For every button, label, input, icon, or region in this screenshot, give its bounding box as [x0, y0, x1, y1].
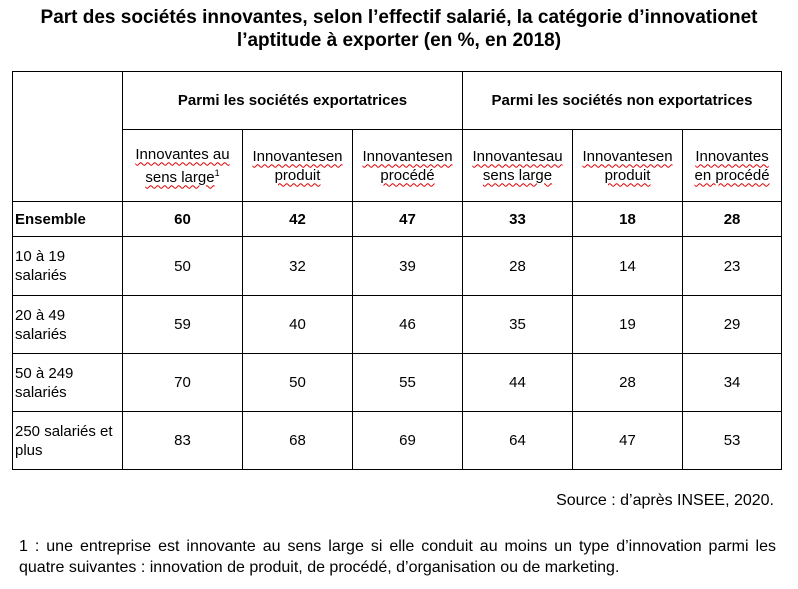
title-line-1: Part des sociétés innovantes, selon l’ef… — [40, 7, 758, 28]
table-cell: 69 — [351, 411, 464, 470]
table-cell: 18 — [572, 201, 684, 237]
table-cell: 33 — [462, 201, 574, 237]
table-row: 20 à 49 salariés 59 40 46 35 19 29 — [12, 295, 783, 354]
column-header-line1: Innovantesen — [362, 147, 453, 165]
table-cell: 14 — [572, 236, 684, 296]
table-cell: 40 — [242, 295, 353, 354]
column-header: Innovantesen procédé — [351, 129, 464, 202]
table-cell: 34 — [682, 353, 783, 412]
table-row: 10 à 19 salariés 50 32 39 28 14 23 — [12, 236, 783, 296]
table-cell: 23 — [682, 236, 783, 296]
table-cell: 44 — [462, 353, 574, 412]
table-cell: 50 — [242, 353, 353, 412]
footnote-marker: 1 — [214, 167, 220, 178]
column-header-line2: en procédé — [694, 166, 770, 184]
column-header-line2: sens large — [145, 168, 215, 186]
column-header-line1: Innovantesau — [472, 147, 563, 165]
table-row: 50 à 249 salariés 70 50 55 44 28 34 — [12, 353, 783, 412]
row-label: 50 à 249 salariés — [12, 353, 123, 412]
column-header-line2: produit — [274, 166, 321, 184]
table-cell: 55 — [351, 353, 464, 412]
row-label: 10 à 19 salariés — [12, 236, 123, 296]
data-table: Parmi les sociétés exportatrices Parmi l… — [12, 71, 783, 470]
table-cell: 28 — [572, 353, 684, 412]
column-header: Innovantesau sens large — [462, 129, 574, 202]
column-header-line1: Innovantes au — [135, 145, 230, 163]
column-header-line1: Innovantesen — [582, 147, 673, 165]
row-label: 20 à 49 salariés — [12, 295, 123, 354]
table-cell: 29 — [682, 295, 783, 354]
footnote: 1 : une entreprise est innovante au sens… — [19, 538, 776, 576]
page-title: Part des sociétés innovantes, selon l’ef… — [0, 6, 798, 52]
table-cell: 50 — [122, 236, 243, 296]
table-cell: 47 — [572, 411, 684, 470]
table-cell: 68 — [242, 411, 353, 470]
group-header-non-exporters: Parmi les sociétés non exportatrices — [462, 71, 783, 130]
table-cell: 28 — [682, 201, 783, 237]
group-header-exporters: Parmi les sociétés exportatrices — [121, 71, 464, 130]
table-cell: 42 — [242, 201, 353, 237]
title-line-2: l’aptitude à exporter (en %, en 2018) — [236, 30, 562, 51]
table-cell: 70 — [122, 353, 243, 412]
table-cell: 53 — [682, 411, 783, 470]
row-label: Ensemble — [12, 201, 123, 237]
row-label: 250 salariés et plus — [12, 411, 123, 470]
corner-cell — [12, 71, 123, 202]
table-cell: 35 — [462, 295, 574, 354]
column-header: Innovantesen produit — [242, 129, 353, 202]
table-row: 250 salariés et plus 83 68 69 64 47 53 — [12, 411, 783, 470]
table-cell: 64 — [462, 411, 574, 470]
table-cell: 47 — [351, 201, 464, 237]
column-header-line2: produit — [604, 166, 651, 184]
column-header-line1: Innovantesen — [252, 147, 343, 165]
table-cell: 28 — [462, 236, 574, 296]
group-header-row: Parmi les sociétés exportatrices Parmi l… — [12, 71, 783, 202]
table-cell: 83 — [122, 411, 243, 470]
table-cell: 19 — [572, 295, 684, 354]
source-note: Source : d’après INSEE, 2020. — [556, 492, 774, 509]
table-cell: 39 — [351, 236, 464, 296]
column-header-line1: Innovantes — [695, 147, 769, 165]
column-header-line2: sens large — [482, 166, 553, 184]
column-header-row: Innovantes au sens large1 Innovantesen prod… — [13, 129, 783, 202]
table-cell: 60 — [122, 201, 243, 237]
column-header-line2: procédé — [380, 166, 435, 184]
table-cell: 59 — [122, 295, 243, 354]
column-header: Innovantesen produit — [572, 129, 684, 202]
column-header: Innovantes en procédé — [682, 129, 783, 202]
column-header: Innovantes au sens large1 — [122, 129, 243, 202]
table-cell: 46 — [351, 295, 464, 354]
table-cell: 32 — [242, 236, 353, 296]
table-row: Ensemble 60 42 47 33 18 28 — [12, 201, 783, 237]
